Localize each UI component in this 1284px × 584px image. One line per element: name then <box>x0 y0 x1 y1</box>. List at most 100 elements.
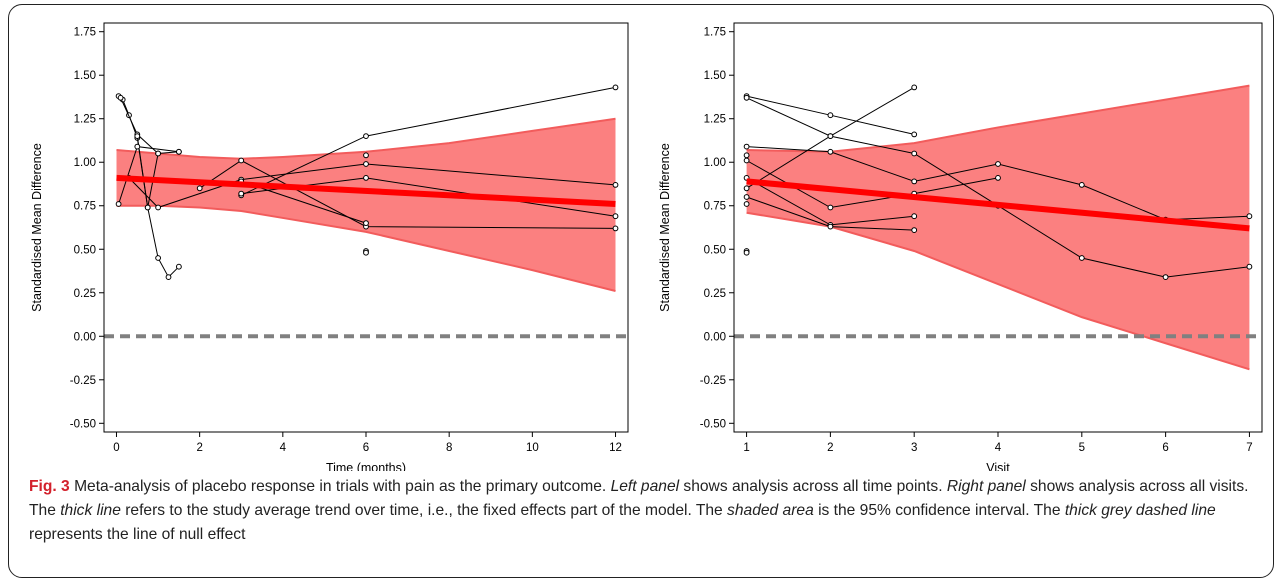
y-tick-label: 0.25 <box>74 288 96 300</box>
caption-emphasis: Right panel <box>946 478 1026 495</box>
study-point <box>743 143 750 150</box>
study-point <box>743 94 750 101</box>
x-tick-label: 6 <box>363 442 369 454</box>
study-point <box>144 204 151 211</box>
study-point <box>1078 182 1085 188</box>
study-point <box>743 201 750 207</box>
average-trend-line <box>746 178 1250 232</box>
study-point <box>612 213 619 220</box>
y-tick-label: -0.25 <box>70 375 96 387</box>
study-line-6 <box>199 159 616 229</box>
x-tick-label: 5 <box>1079 442 1085 454</box>
caption-text: Meta-analysis of placebo response in tri… <box>29 478 1248 543</box>
study-point <box>911 84 918 91</box>
x-axis-label: Time (months) <box>326 461 406 471</box>
x-axis-label: Visit <box>986 461 1010 471</box>
y-tick-label: 0.25 <box>704 288 726 300</box>
figure-caption: Fig. 3 Meta-analysis of placebo response… <box>29 475 1269 547</box>
y-tick-label: 1.25 <box>704 114 726 126</box>
study-point <box>827 112 834 119</box>
study-point <box>363 220 369 227</box>
confidence-upper-edge <box>116 117 616 160</box>
y-tick-label: 0.50 <box>704 244 726 256</box>
x-tick-label: 1 <box>743 442 749 454</box>
study-point <box>1246 263 1253 270</box>
study-point <box>363 133 369 139</box>
study-point <box>155 255 162 261</box>
figure-frame: -0.50 -0.25 0.00 0.25 0.50 0.75 1.00 1.25 1.50 1.… <box>8 4 1274 578</box>
y-tick-label: 1.50 <box>74 70 96 82</box>
study-point <box>743 157 750 164</box>
study-point <box>995 161 1001 167</box>
study-point <box>827 133 834 139</box>
study-point <box>743 249 750 256</box>
study-point <box>117 94 124 101</box>
study-point <box>115 201 122 207</box>
study-point <box>155 150 162 157</box>
study-point <box>827 223 834 230</box>
y-tick-label: 1.00 <box>74 157 96 169</box>
average-trend-line <box>116 174 616 208</box>
x-tick-label: 8 <box>446 442 452 454</box>
y-tick-label: 1.00 <box>704 157 726 169</box>
caption-emphasis: shaded area <box>727 502 814 519</box>
y-tick-label: 0.50 <box>74 244 96 256</box>
right-panel-chart: -0.50 -0.25 0.00 0.25 0.50 0.75 1.00 1.25 1.50 1.… <box>658 22 1263 471</box>
study-point <box>612 225 619 232</box>
study-point <box>363 161 369 167</box>
caption-run: refers to the study average trend over t… <box>120 502 728 519</box>
y-tick-label: 0.75 <box>704 201 726 213</box>
study-point <box>363 175 369 181</box>
caption-run: is the 95% confidence interval. The <box>813 502 1065 519</box>
study-point <box>612 84 619 91</box>
study-point <box>743 194 750 200</box>
study-point <box>911 131 918 138</box>
y-tick-label: 0.00 <box>704 331 726 343</box>
caption-emphasis: Left panel <box>610 478 680 495</box>
study-point <box>1246 213 1253 220</box>
y-tick-label: 1.50 <box>704 70 726 82</box>
x-tick-label: 2 <box>196 442 202 454</box>
x-tick-label: 7 <box>1246 442 1252 454</box>
y-axis-label: Standardised Mean Difference <box>30 143 44 312</box>
study-point <box>827 204 834 211</box>
left-panel-chart: -0.50 -0.25 0.00 0.25 0.50 0.75 1.00 1.25 1.50 1.… <box>30 22 629 471</box>
study-point <box>911 178 918 185</box>
x-tick-label: 6 <box>1162 442 1168 454</box>
x-tick-label: 0 <box>113 442 119 454</box>
study-point <box>238 190 245 197</box>
study-point <box>165 274 172 281</box>
y-tick-label: 0.00 <box>74 331 96 343</box>
study-point <box>743 185 750 192</box>
study-point <box>911 150 918 157</box>
study-point <box>743 152 750 159</box>
confidence-band <box>746 85 1250 370</box>
x-tick-label: 3 <box>911 442 917 454</box>
study-point <box>911 227 918 234</box>
caption-emphasis: thick line <box>60 502 121 519</box>
study-point <box>1162 274 1169 281</box>
y-tick-label: 1.25 <box>74 114 96 126</box>
y-tick-label: -0.25 <box>700 375 726 387</box>
caption-emphasis: thick grey dashed line <box>1064 502 1216 519</box>
study-point <box>911 213 918 220</box>
y-tick-label: 0.75 <box>74 201 96 213</box>
x-tick-label: 4 <box>995 442 1002 454</box>
y-tick-label: 1.75 <box>74 27 96 39</box>
study-point <box>363 249 369 256</box>
y-tick-label: -0.50 <box>70 418 96 430</box>
study-point <box>827 148 834 155</box>
caption-run: shows analysis across all visits. The <box>29 478 1249 519</box>
study-point <box>155 204 162 211</box>
study-point <box>176 148 182 155</box>
caption-run: shows analysis across all time points. <box>679 478 947 495</box>
study-point <box>995 175 1001 181</box>
caption-run: Meta-analysis of placebo response in tri… <box>69 478 611 495</box>
study-point <box>134 133 141 139</box>
study-point <box>1078 255 1085 261</box>
caption-label: Fig. 3 <box>29 478 70 495</box>
caption-run: represents the line of null effect <box>29 526 246 543</box>
x-tick-label: 10 <box>526 442 539 454</box>
confidence-lower-edge <box>116 204 616 292</box>
study-point <box>176 263 182 270</box>
